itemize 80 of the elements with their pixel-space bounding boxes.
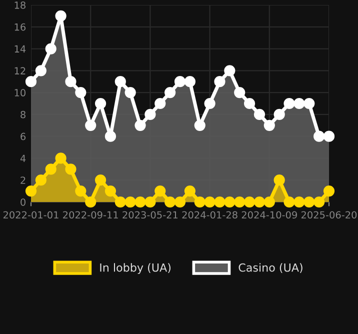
point [164,87,176,98]
point [45,43,56,54]
point [224,65,236,76]
y-tick-label: 10 [14,89,26,96]
y-tick-label: 12 [14,67,26,74]
point [174,196,186,208]
point [134,196,146,208]
point [204,98,216,110]
point [234,87,246,98]
point [244,98,256,110]
y-tick-label: 18 [14,1,26,9]
y-tick-label: 6 [20,132,26,140]
point [104,186,116,197]
point [85,196,96,208]
point [45,164,56,175]
point [114,76,126,88]
point [314,196,325,208]
x-tick-label: 2022-01-01 [3,211,58,219]
point [264,196,275,208]
point [104,130,116,142]
point [75,87,86,98]
point [94,174,106,186]
point [114,196,126,208]
point [144,196,156,208]
point [55,10,66,22]
point [94,98,106,110]
point [124,87,136,98]
x-tick-label: 2025-06-20 [301,211,357,219]
point [164,196,176,208]
point [65,164,76,175]
y-tick-label: 4 [20,154,26,162]
x-tick-label: 2024-10-09 [242,211,297,219]
point [55,152,66,164]
point [254,196,266,208]
y-tick-label: 14 [14,45,26,52]
point [224,196,236,208]
point [75,186,86,197]
point [194,196,206,208]
x-tick-label: 2022-09-11 [63,211,118,219]
legend-label: In lobby (UA) [100,263,170,274]
point [25,186,37,197]
point [254,108,266,120]
point [304,98,315,110]
point [35,65,46,76]
point [184,186,196,197]
point [204,196,216,208]
point [144,108,156,120]
point [65,76,76,88]
point [214,196,226,208]
point [323,186,335,197]
y-tick-label: 0 [20,198,26,206]
point [274,174,285,186]
point [174,76,186,88]
y-tick-label: 2 [20,176,26,184]
x-tick-label: 2023-05-21 [122,211,178,219]
point [264,120,275,131]
y-tick-label: 16 [14,23,26,31]
point [234,196,246,208]
point [244,196,256,208]
x-tick-label: 2024-01-28 [182,211,238,219]
point [304,196,315,208]
point [184,76,196,88]
point [154,98,166,110]
point [35,174,46,186]
point [314,130,325,142]
point [294,98,305,110]
point [85,120,96,131]
point [194,120,206,131]
point [274,108,285,120]
point [154,186,166,197]
point [284,196,295,208]
y-tick-label: 8 [20,110,26,118]
point [284,98,295,110]
point [124,196,136,208]
point [25,76,37,88]
point [323,130,335,142]
point [134,120,146,131]
legend-label: Casino (UA) [238,263,302,274]
point [214,76,226,88]
point [294,196,305,208]
